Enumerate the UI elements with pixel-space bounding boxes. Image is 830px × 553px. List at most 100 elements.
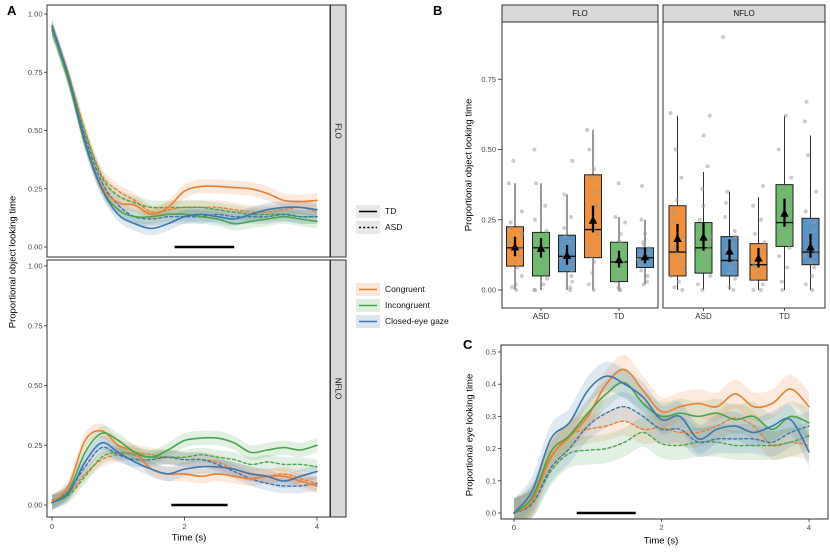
data-point [674, 198, 679, 203]
data-point [802, 119, 807, 124]
incongruent-line-key-icon [356, 298, 380, 312]
data-point [621, 245, 626, 250]
jitter-points [506, 158, 524, 292]
data-point [806, 153, 811, 158]
ribbon-ASD-Incongruent [514, 417, 809, 519]
series-line-TD-Closed-eye gaze [51, 441, 318, 504]
jitter-points [532, 147, 549, 292]
data-point [777, 254, 782, 259]
data-point [513, 259, 518, 264]
ribbon-TD-Closed-eye gaze [52, 435, 317, 510]
data-point [518, 254, 523, 259]
facet-strip-label-NFLO: NFLO [334, 378, 343, 399]
mean-marker [780, 208, 789, 217]
data-point [534, 181, 539, 186]
data-point [511, 158, 516, 163]
group-label-ASD: ASD [533, 312, 550, 321]
data-point [506, 181, 511, 186]
data-point [731, 288, 736, 292]
data-point [780, 288, 785, 292]
data-point [616, 273, 621, 278]
group-label-ASD: ASD [695, 312, 712, 321]
closed-eye-gaze-line-key-icon [356, 314, 380, 328]
tick-label: 0.75 [481, 75, 496, 84]
panel-border [662, 21, 826, 309]
mean-marker [725, 246, 734, 255]
data-point [707, 113, 712, 118]
legend-item-incongruent: Incongruent [356, 297, 468, 313]
data-point [636, 257, 641, 262]
data-point [569, 273, 574, 278]
legend-item-asd: ASD [356, 219, 468, 235]
data-point [562, 192, 567, 197]
data-point [592, 167, 597, 172]
tick-label: 0.00 [481, 286, 496, 295]
data-point [721, 35, 726, 40]
data-point [705, 164, 710, 169]
box-Incongruent [775, 113, 794, 292]
data-point [613, 214, 618, 219]
tick-label: 0 [50, 522, 54, 531]
ribbon-TD-Closed-eye gaze [52, 18, 317, 236]
data-point [567, 240, 572, 245]
legend-label-asd: ASD [385, 222, 403, 232]
data-point [810, 273, 815, 278]
tick-label: 2 [182, 522, 186, 531]
jitter-points [636, 184, 651, 287]
panel-b-label: B [433, 3, 443, 18]
tick-label: 4 [807, 523, 811, 532]
legend-group-block: TD ASD [356, 203, 468, 235]
tick-label: 0.50 [28, 126, 43, 135]
data-point [674, 251, 679, 256]
data-point [814, 189, 819, 194]
data-point [592, 259, 597, 264]
data-point [643, 231, 648, 236]
box-Closed-eye gaze [558, 158, 576, 292]
legend-label-closed-eye-gaze: Closed-eye gaze [385, 316, 449, 326]
data-point [641, 240, 646, 245]
data-point [779, 231, 784, 236]
data-point [732, 259, 737, 264]
series-line-TD-Closed-eye gaze [51, 24, 318, 230]
data-point [533, 288, 538, 292]
data-point [590, 271, 595, 276]
ribbon-ASD-Congruent [52, 445, 317, 508]
data-point [510, 285, 515, 290]
data-point [532, 147, 537, 152]
data-point [640, 184, 645, 189]
data-point [704, 240, 709, 245]
series-line-ASD-Congruent [51, 451, 318, 501]
data-point [614, 279, 619, 284]
td-solid-line-key-icon [356, 204, 380, 218]
data-point [534, 234, 539, 239]
legend-label-td: TD [385, 206, 397, 216]
tick-label: 0.3 [486, 412, 496, 421]
data-point [587, 147, 592, 152]
data-point [700, 288, 705, 292]
tick-label: 0.75 [28, 68, 43, 77]
data-point [618, 240, 623, 245]
data-point [569, 268, 574, 273]
data-point [680, 288, 685, 292]
data-point [543, 203, 548, 208]
data-point [678, 257, 683, 262]
data-point [698, 226, 703, 231]
tick-label: 0.00 [28, 243, 43, 252]
data-point [592, 189, 597, 194]
data-point [809, 259, 814, 264]
tick-label: 0.25 [481, 215, 496, 224]
data-point [759, 217, 764, 222]
series-line-ASD-Closed-eye gaze [51, 446, 318, 504]
data-point [708, 234, 713, 239]
data-point [779, 279, 784, 284]
data-point [586, 282, 591, 287]
data-point [616, 285, 621, 290]
data-point [751, 203, 756, 208]
ribbon-TD-Incongruent [514, 367, 809, 519]
series-line-TD-Incongruent [513, 381, 810, 514]
data-point [725, 271, 730, 276]
data-point [591, 288, 596, 292]
data-point [508, 220, 513, 225]
tick-label: 4 [315, 522, 319, 531]
data-point [802, 254, 807, 259]
